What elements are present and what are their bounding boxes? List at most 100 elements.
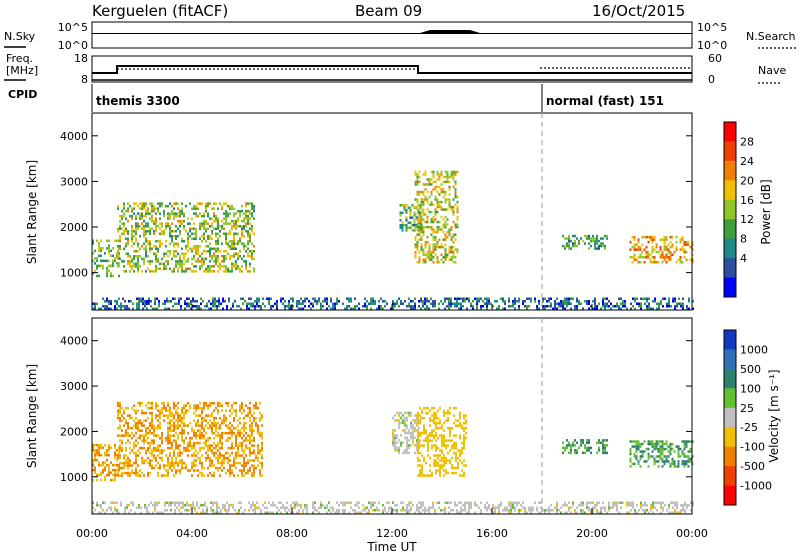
range-cell — [457, 461, 459, 465]
range-cell — [602, 302, 604, 305]
range-cell — [173, 270, 175, 273]
range-cell — [398, 451, 400, 455]
range-cell — [679, 258, 682, 261]
range-cell — [572, 242, 574, 245]
range-cell — [600, 307, 602, 310]
range-cell — [139, 404, 141, 407]
range-cell — [233, 232, 235, 235]
range-cell — [259, 419, 261, 422]
range-cell — [193, 212, 195, 215]
range-cell — [147, 242, 149, 245]
range-cell — [219, 262, 221, 266]
range-cell — [428, 248, 431, 251]
range-cell — [155, 449, 157, 452]
range-cell — [171, 240, 173, 243]
range-cell — [221, 444, 223, 447]
range-cell — [677, 452, 680, 456]
range-cell — [261, 446, 263, 450]
range-cell — [169, 235, 171, 238]
range-cell — [608, 504, 610, 507]
range-cell — [461, 474, 463, 477]
range-cell — [209, 255, 211, 258]
range-cell — [135, 222, 137, 225]
range-cell — [272, 501, 274, 504]
range-cell — [538, 300, 540, 303]
range-cell — [400, 411, 402, 415]
range-cell — [508, 511, 510, 514]
range-cell — [225, 202, 227, 205]
range-cell — [441, 456, 443, 460]
range-cell — [414, 419, 416, 422]
range-cell — [222, 297, 224, 300]
range-cell — [680, 305, 682, 308]
range-cell — [476, 307, 478, 310]
power-heatmap — [92, 170, 694, 310]
range-cell — [195, 404, 197, 407]
range-cell — [255, 424, 257, 427]
range-cell — [435, 411, 437, 415]
range-cell — [108, 249, 110, 253]
range-cell — [454, 302, 456, 305]
range-cell — [179, 255, 181, 258]
range-cell — [169, 250, 171, 253]
range-cell — [686, 305, 688, 308]
range-cell — [249, 222, 251, 225]
freq-label-2: [MHz] — [6, 64, 38, 77]
range-cell — [416, 178, 419, 181]
range-cell — [121, 441, 123, 445]
range-cell — [434, 180, 437, 184]
range-cell — [568, 244, 570, 248]
range-cell — [312, 302, 314, 305]
range-cell — [175, 439, 177, 442]
range-cell — [125, 217, 127, 220]
range-cell — [207, 446, 209, 450]
range-cell — [207, 436, 209, 440]
range-cell — [683, 447, 686, 451]
range-cell — [217, 456, 219, 460]
range-cell — [659, 245, 662, 249]
range-cell — [249, 424, 251, 427]
range-cell — [420, 506, 422, 509]
range-cell — [195, 245, 197, 248]
range-cell — [145, 202, 147, 205]
range-cell — [145, 212, 147, 215]
range-cell — [233, 401, 235, 405]
range-cell — [161, 439, 163, 442]
range-cell — [570, 444, 572, 447]
range-cell — [406, 436, 408, 440]
range-cell — [151, 451, 153, 455]
range-cell — [152, 307, 154, 310]
range-cell — [446, 305, 448, 308]
range-cell — [675, 240, 678, 244]
range-cell — [106, 305, 108, 308]
range-cell — [261, 466, 263, 470]
range-cell — [419, 421, 421, 425]
range-cell — [116, 262, 118, 265]
range-cell — [562, 234, 564, 238]
range-cell — [600, 506, 602, 509]
range-cell — [130, 509, 132, 512]
range-cell — [624, 305, 626, 308]
range-cell — [147, 471, 149, 475]
range-cell — [594, 506, 596, 509]
range-cell — [620, 307, 622, 310]
range-cell — [388, 506, 390, 509]
range-cell — [231, 255, 233, 258]
range-cell — [133, 207, 135, 210]
range-cell — [227, 456, 229, 460]
range-cell — [688, 504, 690, 507]
range-cell — [233, 426, 235, 430]
range-cell — [580, 509, 582, 512]
range-cell — [464, 501, 466, 504]
range-cell — [251, 250, 253, 253]
range-cell — [141, 222, 143, 225]
range-cell — [616, 302, 618, 305]
range-cell — [443, 434, 445, 437]
range-cell — [286, 511, 288, 514]
range-cell — [100, 463, 102, 467]
range-cell — [414, 180, 417, 184]
range-cell — [430, 190, 433, 194]
range-cell — [302, 509, 304, 512]
velocity-panel-frame — [91, 317, 693, 515]
range-cell — [150, 501, 152, 504]
